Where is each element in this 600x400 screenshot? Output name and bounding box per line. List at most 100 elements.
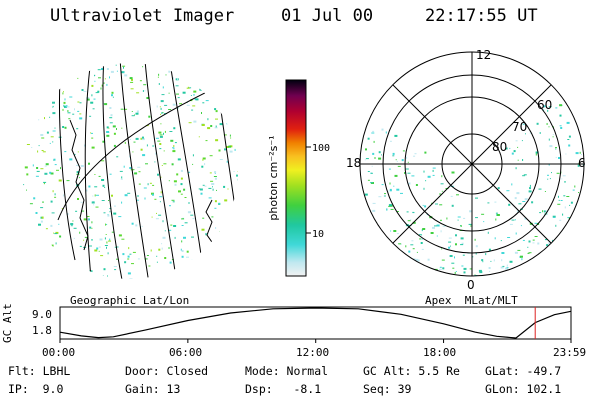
emission-pixel <box>43 181 47 183</box>
emission-pixel <box>490 260 492 262</box>
emission-pixel <box>214 108 217 111</box>
emission-pixel <box>173 147 175 150</box>
emission-pixel <box>470 225 473 227</box>
emission-pixel <box>372 202 376 204</box>
emission-pixel <box>522 159 524 161</box>
emission-pixel <box>42 201 44 203</box>
emission-pixel <box>107 214 110 217</box>
emission-pixel <box>215 227 217 229</box>
emission-pixel <box>97 90 100 93</box>
emission-pixel <box>127 258 130 260</box>
emission-pixel <box>211 216 214 218</box>
emission-pixel <box>389 190 392 192</box>
emission-pixel <box>102 82 105 84</box>
emission-pixel <box>207 127 211 130</box>
emission-pixel <box>41 150 44 151</box>
emission-pixel <box>123 66 124 69</box>
emission-pixel <box>517 159 519 161</box>
emission-pixel <box>439 193 442 195</box>
emission-pixel <box>544 191 546 192</box>
emission-pixel <box>108 240 111 242</box>
emission-pixel <box>529 184 531 187</box>
emission-pixel <box>457 216 461 218</box>
emission-pixel <box>130 81 134 83</box>
emission-pixel <box>45 163 49 166</box>
emission-pixel <box>562 213 564 216</box>
emission-pixel <box>163 163 167 165</box>
emission-pixel <box>194 98 196 101</box>
emission-pixel <box>493 259 495 262</box>
emission-pixel <box>192 163 194 165</box>
emission-pixel <box>527 252 530 254</box>
emission-pixel <box>529 187 531 190</box>
emission-pixel <box>441 259 445 261</box>
emission-pixel <box>210 180 214 182</box>
emission-pixel <box>463 271 466 274</box>
emission-pixel <box>581 154 582 155</box>
emission-pixel <box>381 154 382 156</box>
emission-pixel <box>77 101 80 103</box>
emission-pixel <box>451 171 455 174</box>
emission-pixel <box>176 93 179 95</box>
emission-pixel <box>144 258 148 260</box>
emission-pixel <box>549 145 553 148</box>
emission-pixel <box>144 90 146 92</box>
emission-pixel <box>78 177 80 179</box>
emission-pixel <box>504 267 508 270</box>
emission-pixel <box>26 173 29 176</box>
emission-pixel <box>388 190 390 192</box>
colorbar-tick-label: 100 <box>312 143 330 154</box>
emission-pixel <box>208 197 212 199</box>
emission-pixel <box>495 212 498 214</box>
emission-pixel <box>50 200 53 203</box>
emission-pixel <box>160 176 162 178</box>
emission-pixel <box>104 103 108 106</box>
emission-pixel <box>441 190 443 192</box>
emission-pixel <box>417 259 420 262</box>
emission-pixel <box>421 229 423 232</box>
emission-pixel <box>527 246 529 248</box>
emission-pixel <box>99 238 103 241</box>
emission-pixel <box>136 110 139 113</box>
mlat-label-70: 70 <box>512 120 527 134</box>
emission-pixel <box>455 243 457 246</box>
emission-pixel <box>521 140 523 142</box>
emission-pixel <box>91 201 95 204</box>
emission-pixel <box>136 92 140 94</box>
emission-pixel <box>143 84 147 86</box>
emission-pixel <box>204 185 207 187</box>
emission-pixel <box>104 245 108 246</box>
emission-pixel <box>137 195 139 197</box>
emission-pixel <box>121 127 123 129</box>
emission-pixel <box>484 285 486 286</box>
emission-pixel <box>455 234 457 237</box>
emission-pixel <box>133 141 136 143</box>
emission-pixel <box>35 212 38 214</box>
dsp-status: Dsp: -8.1 <box>245 382 322 396</box>
emission-pixel <box>432 174 435 176</box>
emission-pixel <box>161 247 163 250</box>
emission-pixel <box>38 119 40 121</box>
emission-pixel <box>106 134 110 137</box>
emission-pixel <box>193 90 197 93</box>
emission-pixel <box>36 170 40 172</box>
emission-pixel <box>410 219 412 221</box>
emission-pixel <box>173 180 177 183</box>
emission-pixel <box>423 187 425 190</box>
emission-pixel <box>124 194 128 197</box>
emission-pixel <box>86 98 90 101</box>
emission-pixel <box>56 169 59 171</box>
emission-pixel <box>516 192 520 195</box>
emission-pixel <box>145 163 148 165</box>
emission-pixel <box>137 166 141 168</box>
emission-pixel <box>69 96 73 98</box>
emission-pixel <box>219 231 223 234</box>
emission-pixel <box>107 214 109 215</box>
emission-pixel <box>89 226 92 229</box>
emission-pixel <box>522 239 525 241</box>
emission-pixel <box>146 97 150 99</box>
emission-pixel <box>534 236 538 237</box>
emission-pixel <box>195 98 199 101</box>
emission-pixel <box>427 274 429 276</box>
emission-pixel <box>122 253 125 256</box>
